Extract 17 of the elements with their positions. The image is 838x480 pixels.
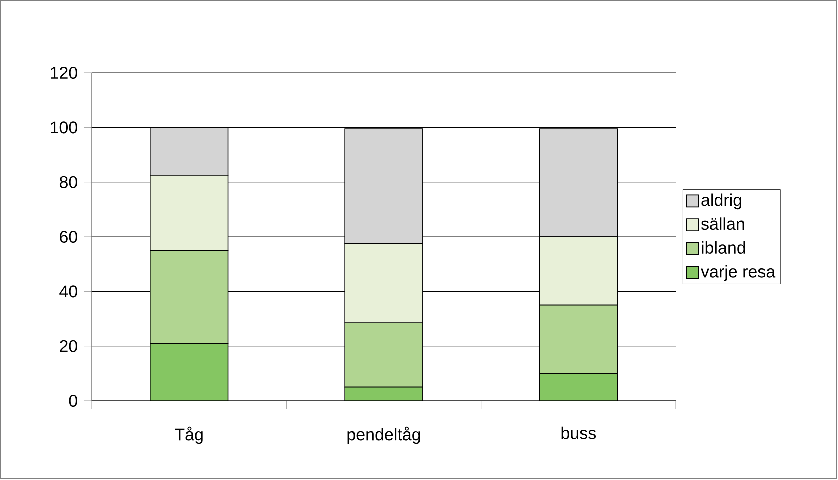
legend-label: sällan <box>701 218 744 230</box>
y-tick-label: 100 <box>51 122 78 134</box>
x-tick-label: pendeltåg <box>348 426 420 444</box>
y-tick-label: 20 <box>60 340 78 352</box>
bar <box>150 343 229 401</box>
x-tick-label: buss <box>562 426 596 440</box>
legend-label: aldrig <box>702 194 742 210</box>
legend-label: ibland <box>702 242 746 254</box>
y-tick-label: 120 <box>51 66 78 80</box>
bar <box>539 373 618 401</box>
y-tick-label: 60 <box>60 230 78 244</box>
y-tick-label: 0 <box>69 394 78 408</box>
x-tick-label: Tåg <box>175 426 203 444</box>
y-tick-label: 80 <box>60 176 78 188</box>
y-tick-label: 40 <box>60 286 78 298</box>
legend-label: varje resa <box>701 265 776 282</box>
bar <box>345 387 423 401</box>
